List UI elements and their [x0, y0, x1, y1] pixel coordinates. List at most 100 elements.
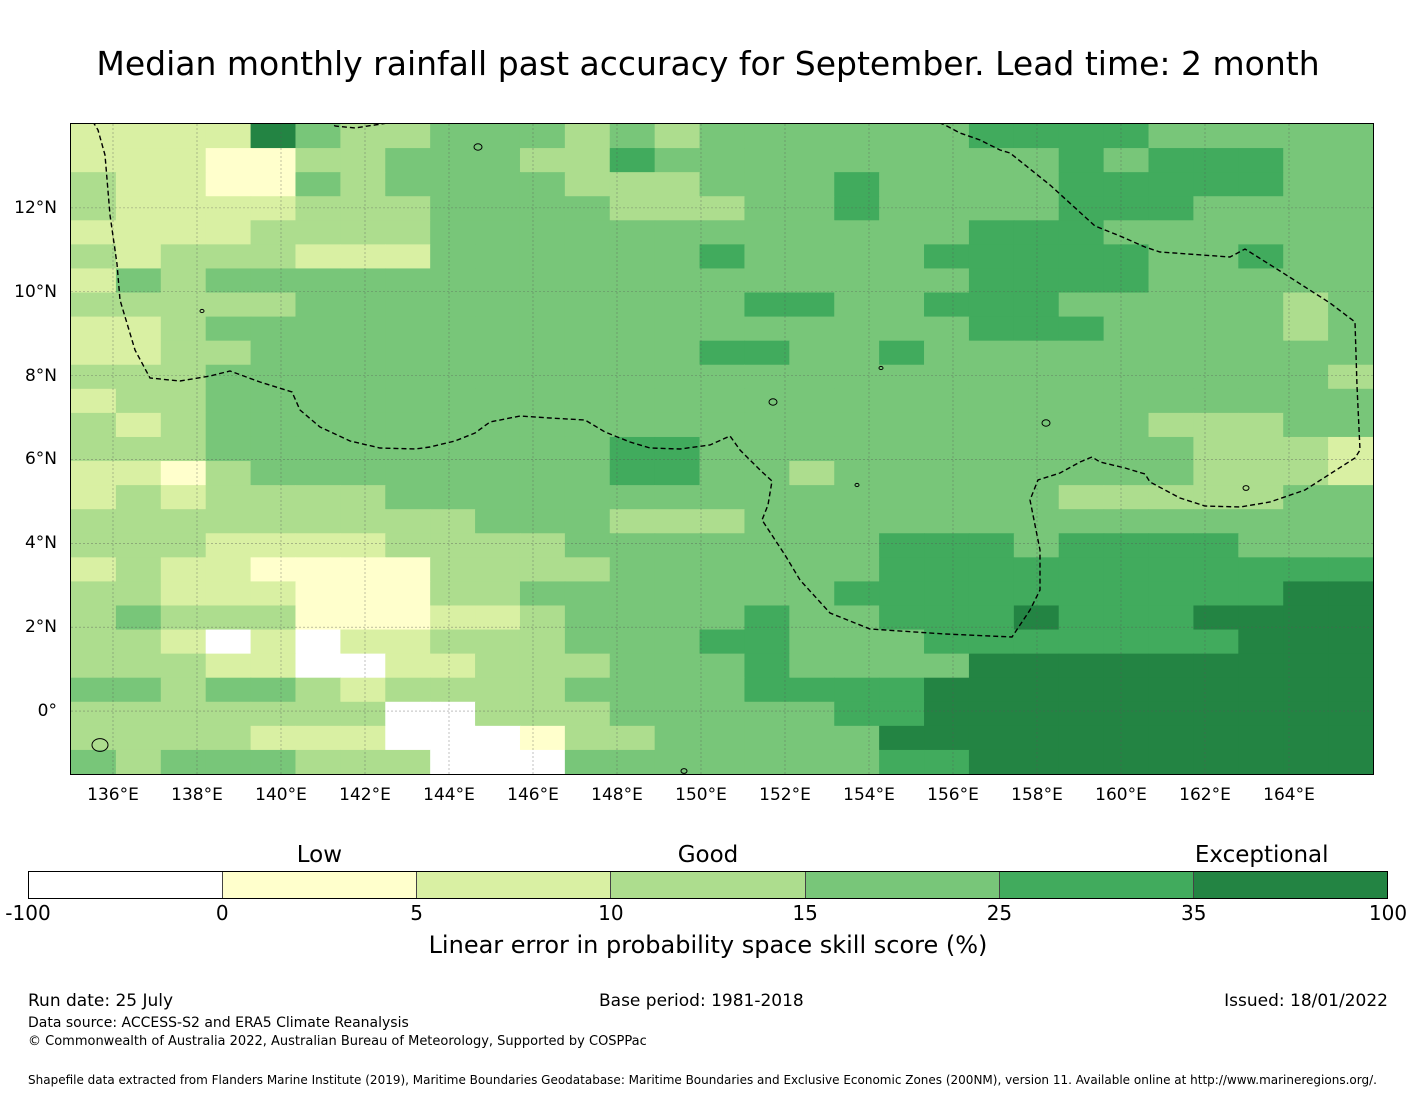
- skill-cell: [1328, 461, 1373, 486]
- skill-cell: [744, 316, 790, 342]
- skill-cell: [250, 485, 297, 510]
- skill-cell: [1238, 388, 1284, 414]
- skill-cell: [744, 412, 790, 438]
- skill-cell: [475, 340, 521, 366]
- skill-cell: [1013, 533, 1060, 558]
- skill-cell: [430, 196, 476, 221]
- skill-cell: [1283, 244, 1329, 270]
- skill-cell: [654, 124, 701, 149]
- skill-cell: [654, 581, 701, 607]
- skill-cell: [160, 581, 207, 607]
- skill-cell: [340, 629, 386, 655]
- colorbar-category-label: Low: [296, 842, 343, 868]
- skill-cell: [1238, 436, 1284, 462]
- island-outline: [878, 365, 884, 371]
- skill-cell: [1148, 220, 1195, 245]
- skill-cell: [430, 388, 476, 414]
- skill-cell: [789, 629, 835, 655]
- skill-cell: [1103, 172, 1150, 197]
- skill-cell: [1283, 340, 1329, 366]
- skill-cell: [609, 316, 656, 342]
- skill-cell: [250, 629, 297, 655]
- skill-cell: [1328, 653, 1373, 679]
- skill-cell: [789, 605, 835, 631]
- skill-cell: [654, 364, 701, 390]
- skill-cell: [1238, 461, 1284, 486]
- skill-cell: [609, 124, 656, 149]
- skill-cell: [1328, 148, 1373, 173]
- skill-cell: [475, 268, 521, 294]
- skill-cell: [475, 220, 521, 245]
- skill-cell: [924, 244, 970, 270]
- skill-cell: [430, 292, 476, 318]
- skill-cell: [205, 196, 252, 221]
- skill-cell: [879, 557, 925, 582]
- skill-cell: [519, 292, 566, 318]
- skill-cell: [519, 316, 566, 342]
- skill-cell: [789, 677, 835, 703]
- skill-cell: [968, 629, 1015, 655]
- skill-cell: [789, 509, 835, 534]
- skill-cell: [250, 677, 297, 703]
- skill-cell: [1103, 581, 1150, 607]
- skill-cell: [1103, 509, 1150, 534]
- skill-cell: [789, 124, 835, 149]
- skill-cell: [789, 172, 835, 197]
- skill-cell: [1193, 629, 1239, 655]
- skill-cell: [430, 629, 476, 655]
- skill-cell: [879, 677, 925, 703]
- skill-cell: [115, 509, 162, 534]
- skill-cell: [654, 196, 701, 221]
- skill-cell: [564, 148, 611, 173]
- skill-cell: [699, 292, 746, 318]
- skill-cell: [1283, 220, 1329, 245]
- skill-cell: [1238, 412, 1284, 438]
- skill-cell: [654, 629, 701, 655]
- skill-cell: [385, 340, 431, 366]
- skill-cell: [1193, 485, 1239, 510]
- skill-cell: [340, 412, 386, 438]
- skill-cell: [1328, 749, 1373, 774]
- skill-cell: [295, 220, 341, 245]
- skill-cell: [430, 436, 476, 462]
- skill-cell: [1058, 485, 1105, 510]
- skill-cell: [1058, 629, 1105, 655]
- skill-cell: [1148, 364, 1195, 390]
- skill-cell: [1013, 557, 1060, 582]
- skill-cell: [160, 605, 207, 631]
- skill-cell: [924, 581, 970, 607]
- skill-cell: [834, 196, 880, 221]
- skill-cell: [564, 581, 611, 607]
- skill-cell: [699, 124, 746, 149]
- skill-cell: [564, 244, 611, 270]
- skill-cell: [115, 412, 162, 438]
- skill-cell: [1013, 605, 1060, 631]
- x-tick-label: 146°E: [507, 785, 559, 805]
- skill-cell: [1103, 316, 1150, 342]
- skill-cell: [699, 557, 746, 582]
- skill-cell: [295, 292, 341, 318]
- skill-cells: [71, 124, 1373, 774]
- skill-cell: [654, 220, 701, 245]
- skill-cell: [385, 677, 431, 703]
- skill-cell: [699, 148, 746, 173]
- skill-cell: [609, 340, 656, 366]
- skill-cell: [1058, 292, 1105, 318]
- skill-cell: [1328, 701, 1373, 727]
- skill-cell: [340, 677, 386, 703]
- skill-cell: [115, 316, 162, 342]
- skill-cell: [1148, 148, 1195, 173]
- run-date: Run date: 25 July: [28, 991, 174, 1011]
- skill-cell: [924, 653, 970, 679]
- skill-cell: [160, 436, 207, 462]
- skill-cell: [519, 749, 566, 774]
- skill-cell: [205, 340, 252, 366]
- skill-cell: [71, 605, 117, 631]
- skill-cell: [430, 316, 476, 342]
- skill-cell: [834, 485, 880, 510]
- skill-cell: [1103, 629, 1150, 655]
- skill-cell: [1058, 388, 1105, 414]
- y-tick-label: 0°: [37, 701, 57, 722]
- skill-cell: [564, 124, 611, 149]
- skill-cell: [250, 653, 297, 679]
